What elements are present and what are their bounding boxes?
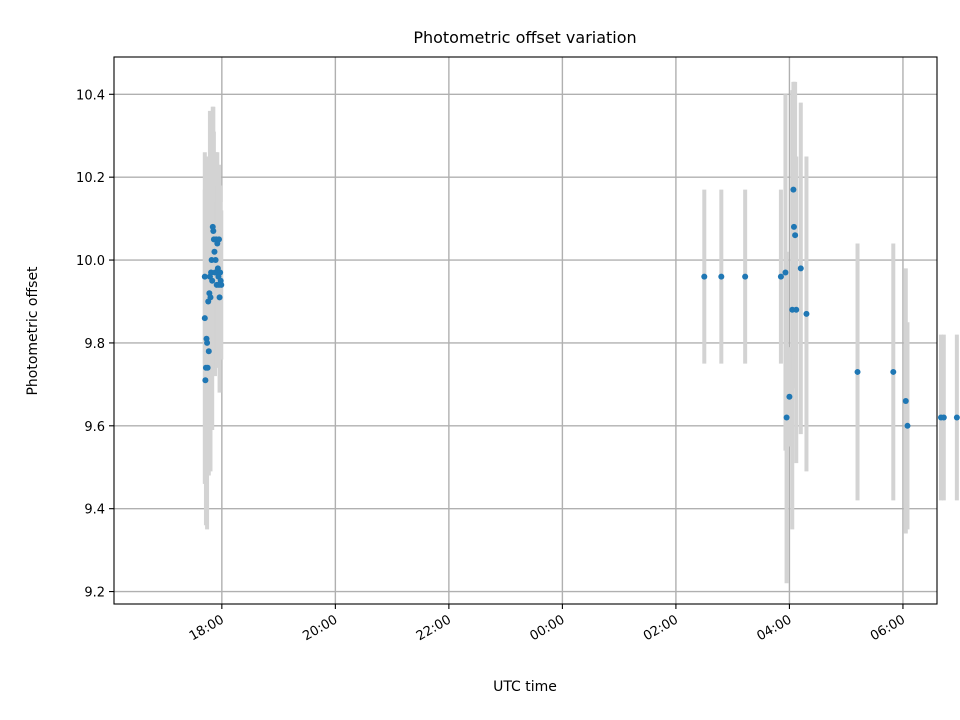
data-point [854, 368, 861, 375]
data-point [205, 348, 212, 355]
data-point [782, 269, 789, 276]
data-point [204, 364, 211, 371]
data-point [201, 315, 208, 322]
y-tick-label: 9.4 [84, 503, 105, 518]
data-point [797, 265, 804, 272]
data-point [718, 273, 725, 280]
data-points [201, 186, 960, 429]
x-tick-label: 00:00 [527, 612, 567, 644]
data-point [803, 310, 810, 317]
x-tick-label: 22:00 [414, 612, 454, 644]
data-point [210, 228, 217, 235]
x-tick-label: 18:00 [187, 612, 227, 644]
data-point [204, 339, 211, 346]
y-tick-label: 10.2 [76, 171, 105, 186]
x-tick-label: 02:00 [641, 612, 681, 644]
y-tick-label: 9.2 [84, 586, 105, 601]
data-point [212, 257, 219, 264]
x-axis-label: UTC time [493, 679, 557, 695]
data-point [940, 414, 947, 421]
data-point [790, 186, 797, 193]
data-point [902, 397, 909, 404]
data-point [742, 273, 749, 280]
y-tick-label: 9.8 [84, 337, 105, 352]
data-point [793, 306, 800, 313]
data-point [792, 232, 799, 239]
y-tick-label: 10.0 [76, 254, 105, 269]
y-axis-label: Photometric offset [25, 266, 41, 396]
data-point [216, 294, 223, 301]
data-point [790, 223, 797, 230]
data-point [201, 273, 208, 280]
y-tick-label: 10.4 [76, 88, 105, 103]
x-tick-label: 20:00 [300, 612, 340, 644]
data-point [786, 393, 793, 400]
data-point [701, 273, 708, 280]
data-point [216, 236, 223, 243]
data-point [211, 248, 218, 255]
x-tick-label: 04:00 [754, 612, 794, 644]
x-axis-ticks: 18:00 20:00 22:00 00:00 02:00 04:00 06:00 [187, 604, 908, 644]
chart-title: Photometric offset variation [413, 28, 636, 47]
x-tick-label: 06:00 [868, 612, 908, 644]
data-point [953, 414, 960, 421]
data-point [777, 273, 784, 280]
data-point [890, 368, 897, 375]
data-point [783, 414, 790, 421]
data-point [217, 269, 224, 276]
data-point [904, 422, 911, 429]
data-point [202, 377, 209, 384]
data-point [218, 281, 225, 288]
y-axis-ticks: 9.2 9.4 9.6 9.8 10.0 10.2 10.4 [76, 88, 114, 601]
grid [114, 57, 937, 604]
data-point [209, 277, 216, 284]
y-tick-label: 9.6 [84, 420, 105, 435]
data-point [207, 294, 214, 301]
plot-frame [113, 56, 938, 605]
